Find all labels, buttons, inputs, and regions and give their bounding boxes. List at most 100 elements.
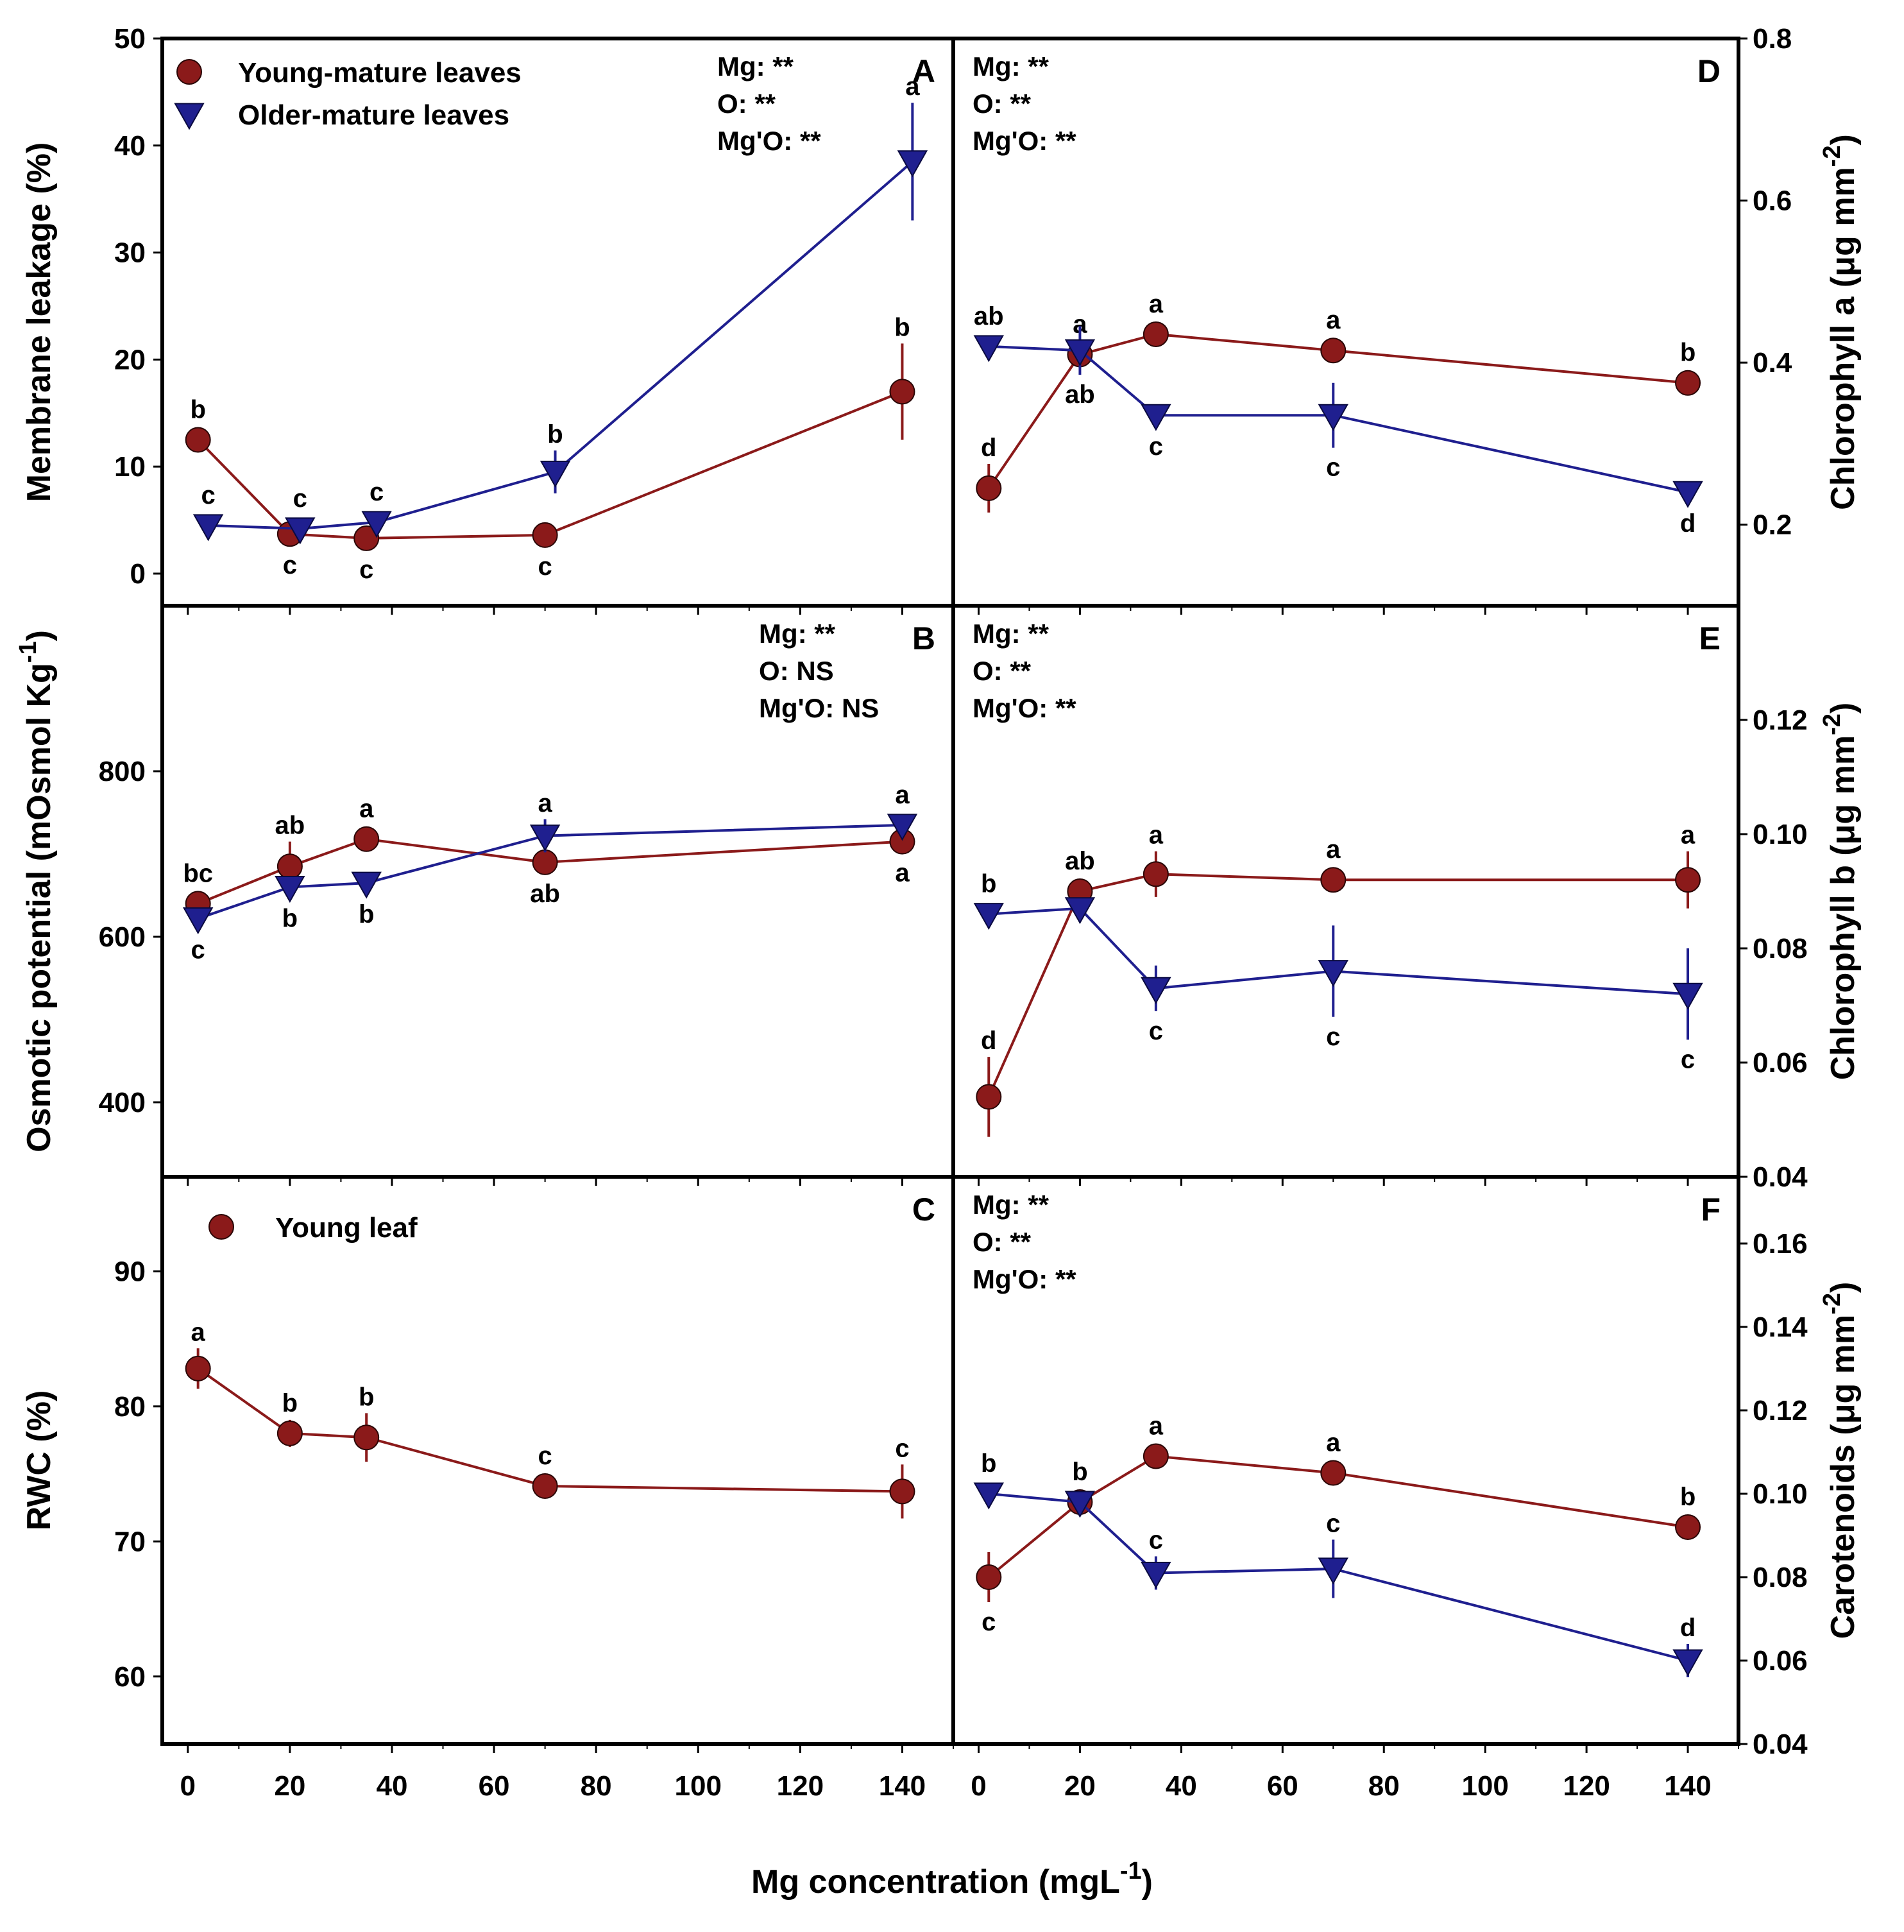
data-point — [182, 907, 214, 935]
x-tick-label: 140 — [879, 1770, 926, 1802]
data-point — [1672, 481, 1703, 508]
y-tick-label: 90 — [114, 1256, 146, 1287]
significance-letter: a — [1149, 290, 1164, 318]
significance-letter: ab — [974, 302, 1004, 330]
y-tick-label: 0.08 — [1753, 1562, 1808, 1593]
stat-line: O: ** — [717, 89, 776, 119]
y-tick-label: 600 — [99, 921, 146, 953]
y-tick-label: 0.10 — [1753, 819, 1808, 850]
data-point — [897, 150, 928, 178]
significance-letter: b — [1680, 339, 1696, 367]
panel-letter-c: C — [912, 1192, 935, 1227]
significance-letter: b — [981, 870, 996, 898]
y-tick-label: 0.06 — [1753, 1047, 1808, 1079]
data-point — [1672, 1649, 1703, 1677]
legend-marker — [208, 1214, 234, 1240]
data-point — [1141, 404, 1171, 431]
series-older-b: c b b a a — [182, 781, 918, 964]
significance-letter: ab — [1065, 847, 1095, 875]
data-point — [540, 461, 571, 488]
y-tick-label: 40 — [114, 130, 146, 162]
panel-letter-a: A — [912, 53, 935, 89]
plot-root: 0 10 20 30 40 50 Membrane leakage (%) A Mg: ** O:… — [15, 23, 1862, 1802]
stat-line: Mg'O: ** — [717, 126, 821, 156]
x-tick-label: 140 — [1664, 1770, 1711, 1802]
data-point — [976, 1564, 1002, 1590]
data-point — [1320, 338, 1347, 364]
significance-letter: a — [895, 859, 910, 887]
series-older-a: c c c b a — [192, 73, 928, 545]
significance-letter: b — [282, 905, 298, 933]
data-point — [185, 427, 211, 453]
y-axis-title-sup: -1 — [15, 641, 42, 663]
data-point — [351, 871, 382, 899]
series-young-c: a b b c c — [185, 1318, 915, 1519]
significance-letter: ab — [1065, 380, 1095, 409]
y-tick-label: 0.10 — [1753, 1478, 1808, 1510]
y-tick-label: 30 — [114, 237, 146, 269]
x-tick-label: 0 — [971, 1770, 986, 1802]
panel-letter-b: B — [912, 620, 935, 656]
data-point — [529, 825, 561, 852]
significance-letter: c — [201, 481, 215, 509]
y-tick-label: 10 — [114, 451, 146, 483]
data-point — [276, 1420, 303, 1446]
significance-letter: ab — [530, 880, 560, 908]
y-tick-label: 0.4 — [1753, 347, 1792, 379]
x-axis-title-main: Mg concentration (mgL — [751, 1863, 1120, 1901]
y-axis-title-main: Chlorophyll a (μg mm — [1824, 167, 1862, 510]
significance-letter: d — [1680, 1614, 1696, 1642]
x-axis-title-tail: ) — [1142, 1863, 1153, 1901]
x-axis-title: Mg concentration (mgL-1) — [751, 1858, 1153, 1901]
significance-letter: c — [293, 484, 307, 513]
x-tick-label: 120 — [1563, 1770, 1610, 1802]
x-tick-label: 40 — [376, 1770, 407, 1802]
data-point — [353, 525, 380, 551]
x-tick-label: 20 — [1064, 1770, 1096, 1802]
data-point — [532, 849, 558, 875]
y-tick-label: 0.16 — [1753, 1228, 1808, 1260]
significance-letter: a — [1326, 835, 1341, 864]
legend-c: Young leaf — [208, 1212, 418, 1244]
significance-letter: b — [359, 1383, 374, 1411]
y-axis-title-tail: ) — [1824, 1282, 1862, 1293]
significance-letter: c — [1681, 1045, 1695, 1073]
panel-c: 0 20 40 60 80 100 120 140 60 70 80 90 RWC (%) Ca b b c c Y… — [21, 1175, 955, 1802]
y-axis-title-main: Membrane leakage (%) — [21, 142, 58, 502]
x-tick-label: 80 — [581, 1770, 612, 1802]
data-point — [973, 1482, 1004, 1510]
significance-letter: b — [282, 1389, 298, 1417]
x-axis-title-sup: -1 — [1120, 1858, 1142, 1885]
legend-label: Older-mature leaves — [238, 99, 509, 131]
significance-letter: a — [191, 1318, 206, 1346]
x-tick-label: 20 — [274, 1770, 305, 1802]
y-axis-title-f: Carotenoids (μg mm-2) — [1819, 1282, 1862, 1639]
series-young-e: d ab a a a — [976, 821, 1701, 1137]
y-tick-label: 0.14 — [1753, 1312, 1808, 1343]
data-point — [1318, 960, 1348, 987]
significance-letter: bc — [183, 859, 213, 887]
y-axis-title-c: RWC (%) — [21, 1390, 58, 1531]
significance-letter: a — [1681, 821, 1696, 850]
y-tick-label: 0 — [130, 558, 146, 590]
y-tick-label: 0.08 — [1753, 933, 1808, 964]
data-point — [976, 475, 1002, 501]
stat-line: Mg: ** — [717, 51, 794, 81]
significance-letter: a — [1149, 821, 1164, 850]
data-point — [889, 379, 915, 405]
y-tick-label: 0.06 — [1753, 1645, 1808, 1677]
significance-letter: b — [1680, 1483, 1696, 1511]
significance-letter: c — [895, 1434, 909, 1462]
data-point — [1141, 1562, 1171, 1589]
data-point — [1675, 1514, 1701, 1540]
data-point — [532, 1473, 558, 1499]
data-point — [285, 517, 316, 545]
significance-letter: a — [538, 789, 552, 817]
significance-letter: c — [370, 478, 384, 506]
x-tick-label: 40 — [1166, 1770, 1197, 1802]
significance-letter: c — [1326, 1510, 1340, 1538]
stat-line: Mg: ** — [973, 1190, 1050, 1220]
data-point — [1143, 1443, 1169, 1469]
legend-main: Young-mature leaves Older-mature leaves — [174, 57, 522, 131]
